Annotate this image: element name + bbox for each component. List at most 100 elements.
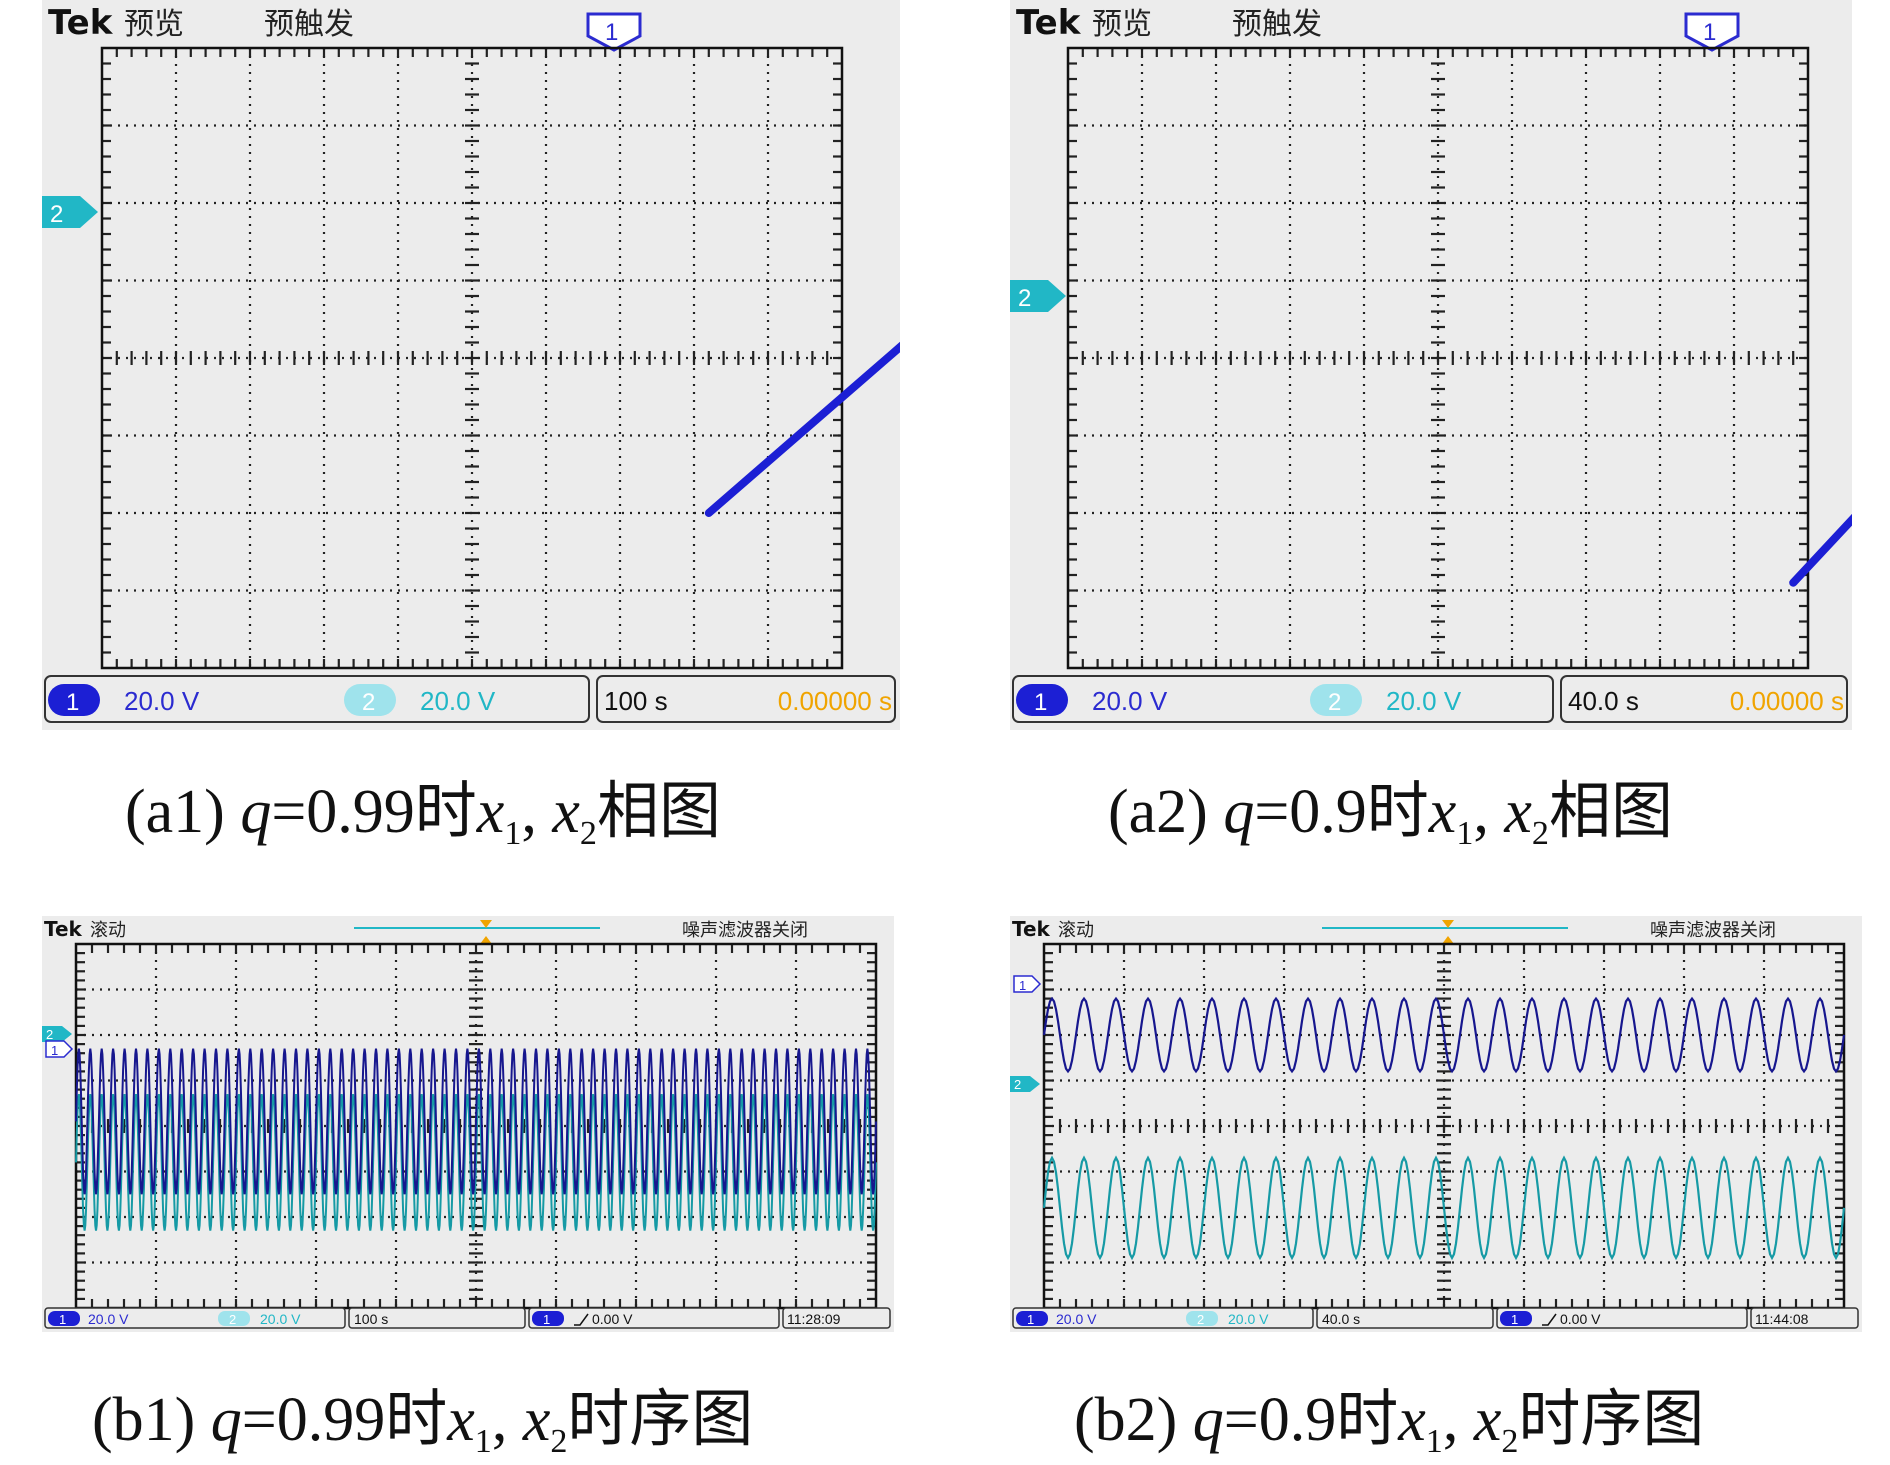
svg-text:2: 2 xyxy=(1328,689,1341,716)
timebase-status-box xyxy=(1316,1307,1494,1329)
brand-label: Tek xyxy=(48,3,114,43)
channel-status-box xyxy=(1012,675,1554,723)
svg-text:1: 1 xyxy=(605,19,618,46)
clock-time: 11:28:09 xyxy=(787,1311,841,1327)
trigger-position-marker: 1 xyxy=(1684,12,1740,52)
svg-text:2: 2 xyxy=(229,1312,236,1327)
record-position-indicator xyxy=(354,920,600,944)
svg-text:2: 2 xyxy=(362,689,375,716)
ch1-badge[interactable]: 1 xyxy=(48,1311,80,1327)
scope-frame xyxy=(1010,916,1862,1332)
ch2-ground-marker: 2 xyxy=(1010,280,1066,312)
svg-text:2: 2 xyxy=(1197,1312,1204,1327)
brand-label: Tek xyxy=(1016,3,1082,43)
channel-status-box xyxy=(44,1307,346,1329)
channel-status-box xyxy=(44,675,590,723)
svg-text:1: 1 xyxy=(51,1043,58,1058)
timebase-status-box xyxy=(596,675,896,723)
brand-label: Tek xyxy=(44,917,83,941)
ch2-waveform xyxy=(75,1093,877,1231)
ch2-waveform xyxy=(1042,1155,1846,1261)
ch2-badge[interactable]: 2 xyxy=(344,684,396,716)
caption-a2: (a2) q=0.9时x1, x2相图 xyxy=(1108,778,1673,852)
caption-b2: (b2) q=0.9时x1, x2时序图 xyxy=(1074,1386,1705,1460)
caption-a1: (a1) q=0.99时x1, x2相图 xyxy=(125,778,721,852)
channel-status-box xyxy=(1012,1307,1314,1329)
ch1-scale: 20.0 V xyxy=(1092,686,1168,716)
mode-label: 滚动 xyxy=(90,920,126,941)
clock-status-box xyxy=(1750,1307,1859,1329)
svg-text:2: 2 xyxy=(46,1027,53,1042)
scope-panel-b1: Tek 滚动 噪声滤波器关闭 2 1 1 20.0 V 2 20.0 V 100… xyxy=(42,916,894,1332)
horizontal-offset: 0.00000 s xyxy=(1730,686,1844,716)
ch2-badge[interactable]: 2 xyxy=(1310,684,1362,716)
ch1-badge[interactable]: 1 xyxy=(1016,1311,1048,1327)
svg-text:1: 1 xyxy=(66,689,79,716)
trigger-status-box xyxy=(1496,1307,1748,1329)
trigger-level: 0.00 V xyxy=(592,1311,633,1327)
xy-phase-trace xyxy=(1789,513,1852,587)
record-position-indicator xyxy=(1322,920,1568,944)
svg-text:1: 1 xyxy=(1034,689,1047,716)
scope-frame xyxy=(1010,0,1852,730)
svg-text:1: 1 xyxy=(1027,1312,1034,1327)
ch1-badge[interactable]: 1 xyxy=(1016,684,1068,716)
ch2-badge[interactable]: 2 xyxy=(1186,1311,1218,1327)
timebase-value: 40.0 s xyxy=(1322,1311,1360,1327)
ch1-waveform xyxy=(1042,996,1846,1074)
svg-text:1: 1 xyxy=(1703,19,1716,46)
svg-text:1: 1 xyxy=(59,1312,66,1327)
ch1-scale: 20.0 V xyxy=(124,686,200,716)
xy-phase-trace xyxy=(704,341,900,517)
ch2-scale: 20.0 V xyxy=(1228,1311,1269,1327)
trigger-badge[interactable]: 1 xyxy=(1500,1311,1532,1327)
ch1-ground-marker: 1 xyxy=(45,1040,74,1058)
trigger-position-marker: 1 xyxy=(586,12,642,52)
filter-status-label: 噪声滤波器关闭 xyxy=(1650,920,1776,941)
graticule-border xyxy=(100,46,844,670)
horizontal-offset: 0.00000 s xyxy=(778,686,892,716)
mode-label: 预览 xyxy=(124,7,184,42)
graticule xyxy=(100,46,844,670)
trigger-status-label: 预触发 xyxy=(264,7,354,42)
trigger-status-box xyxy=(528,1307,780,1329)
filter-status-label: 噪声滤波器关闭 xyxy=(682,920,808,941)
timebase-status-box xyxy=(1560,675,1848,723)
timebase-value: 100 s xyxy=(354,1311,388,1327)
timebase-status-box xyxy=(348,1307,526,1329)
svg-text:1: 1 xyxy=(1511,1312,1518,1327)
svg-text:1: 1 xyxy=(543,1312,550,1327)
brand-label: Tek xyxy=(1012,917,1051,941)
trigger-level: 0.00 V xyxy=(1560,1311,1601,1327)
svg-text:2: 2 xyxy=(1014,1077,1021,1092)
trigger-status-label: 预触发 xyxy=(1232,7,1322,42)
clock-time: 11:44:08 xyxy=(1755,1311,1809,1327)
timebase-value: 100 s xyxy=(604,686,668,716)
ch2-scale: 20.0 V xyxy=(420,686,496,716)
svg-text:2: 2 xyxy=(1018,285,1031,312)
ch1-scale: 20.0 V xyxy=(1056,1311,1097,1327)
ch2-scale: 20.0 V xyxy=(260,1311,301,1327)
ch2-badge[interactable]: 2 xyxy=(218,1311,250,1327)
graticule-border xyxy=(1066,46,1810,670)
svg-text:2: 2 xyxy=(50,201,63,228)
ch2-scale: 20.0 V xyxy=(1386,686,1462,716)
rising-edge-icon xyxy=(574,1313,589,1326)
ch1-waveform xyxy=(75,1048,877,1195)
scope-panel-a2: Tek 预览 预触发 1 2 1 20.0 V 2 20.0 V 40.0 s … xyxy=(1010,0,1852,730)
ch1-scale: 20.0 V xyxy=(88,1311,129,1327)
clock-status-box xyxy=(782,1307,891,1329)
scope-panel-b2: Tek 滚动 噪声滤波器关闭 1 2 1 20.0 V 2 20.0 V 40.… xyxy=(1010,916,1862,1332)
graticule xyxy=(1066,46,1810,670)
trigger-badge[interactable]: 1 xyxy=(532,1311,564,1327)
ch2-ground-marker: 2 xyxy=(42,196,98,228)
rising-edge-icon xyxy=(1542,1313,1557,1326)
svg-text:1: 1 xyxy=(1019,978,1026,993)
scope-panel-a1: Tek 预览 预触发 1 2 1 20.0 V 2 20.0 V 100 s 0… xyxy=(42,0,900,730)
ch2-ground-marker: 2 xyxy=(42,1026,72,1042)
mode-label: 预览 xyxy=(1092,7,1152,42)
ch1-ground-marker: 1 xyxy=(1013,975,1042,993)
mode-label: 滚动 xyxy=(1058,920,1094,941)
caption-b1: (b1) q=0.99时x1, x2时序图 xyxy=(92,1386,754,1460)
ch1-badge[interactable]: 1 xyxy=(48,684,100,716)
